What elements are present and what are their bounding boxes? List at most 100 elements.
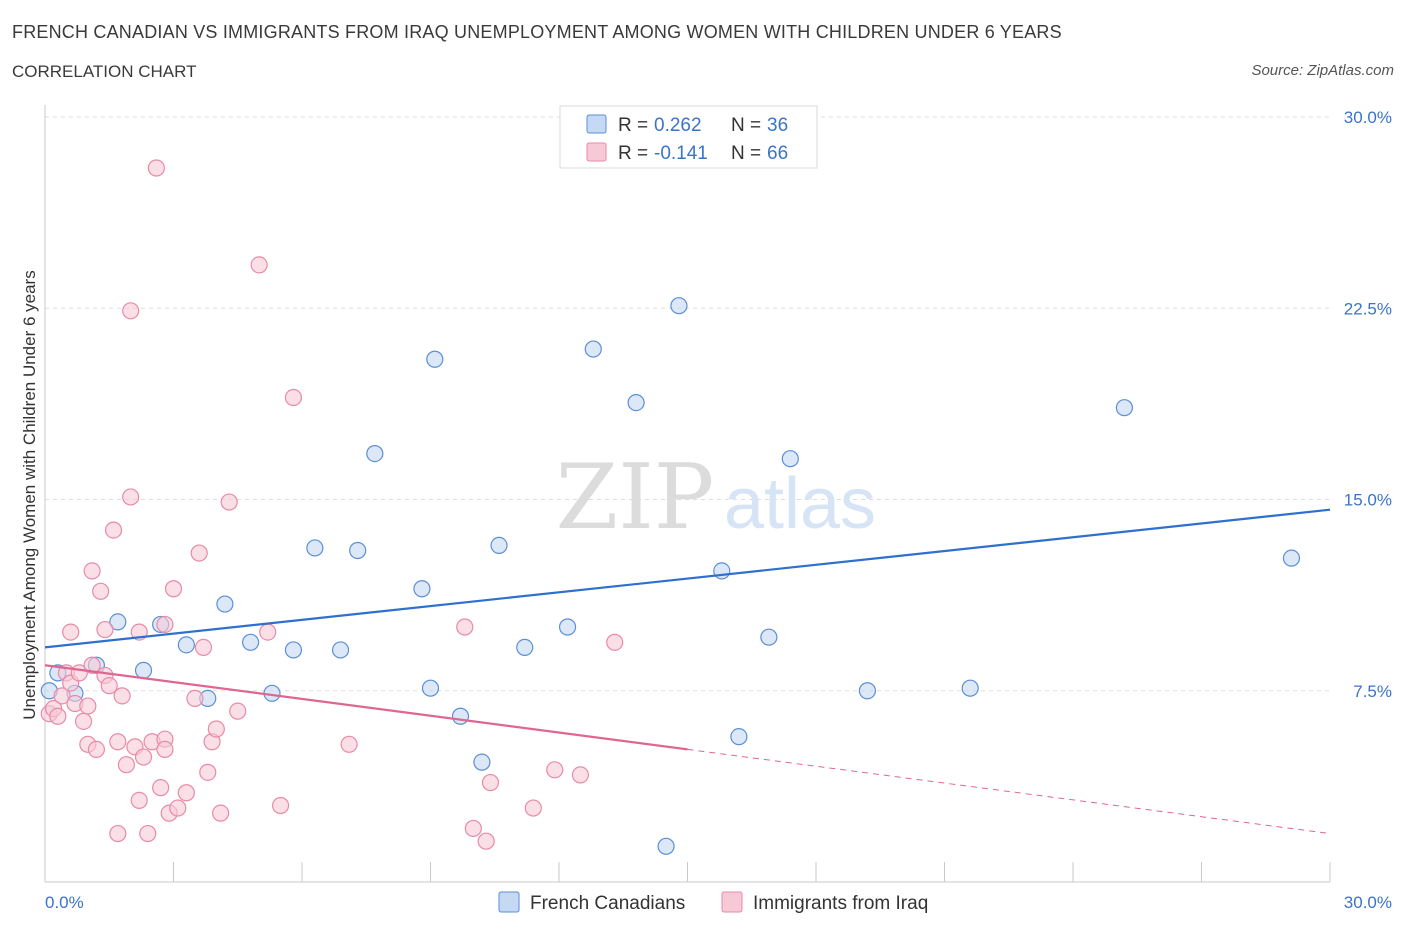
data-point bbox=[421, 679, 440, 697]
data-point bbox=[366, 445, 384, 463]
chart-title: FRENCH CANADIAN VS IMMIGRANTS FROM IRAQ … bbox=[12, 22, 1062, 42]
data-point bbox=[134, 748, 153, 766]
data-point bbox=[156, 740, 174, 759]
data-point bbox=[194, 638, 213, 657]
data-point bbox=[584, 340, 602, 358]
data-point bbox=[216, 595, 234, 613]
legend-label: French Canadians bbox=[530, 893, 685, 914]
data-point bbox=[349, 541, 367, 560]
data-point bbox=[961, 679, 979, 697]
data-point bbox=[87, 740, 106, 759]
x-tick-label: 0.0% bbox=[45, 893, 84, 912]
data-point bbox=[152, 779, 170, 797]
data-point bbox=[130, 791, 148, 810]
data-point bbox=[657, 837, 675, 855]
data-point bbox=[571, 766, 590, 784]
y-tick-label: 7.5% bbox=[1353, 682, 1392, 701]
data-point bbox=[760, 628, 778, 646]
data-point bbox=[109, 613, 127, 631]
data-point bbox=[546, 761, 564, 779]
legend-swatch bbox=[498, 891, 520, 913]
data-point bbox=[271, 796, 290, 815]
data-point bbox=[190, 544, 208, 562]
data-point bbox=[177, 636, 195, 654]
data-point bbox=[109, 733, 127, 751]
data-point bbox=[212, 804, 230, 822]
data-point bbox=[558, 618, 577, 636]
stats-n-label: N = bbox=[731, 115, 761, 136]
data-point bbox=[627, 394, 645, 412]
data-point bbox=[117, 756, 135, 774]
data-point bbox=[858, 682, 877, 700]
stats-r-value: 0.262 bbox=[654, 115, 702, 136]
data-point bbox=[139, 824, 157, 843]
data-point bbox=[730, 728, 748, 746]
data-point bbox=[156, 615, 174, 634]
data-point bbox=[606, 633, 624, 651]
stats-n-value: 66 bbox=[767, 143, 788, 164]
stats-r-label: R = bbox=[618, 143, 648, 164]
data-point bbox=[199, 763, 217, 781]
stats-legend-swatch bbox=[586, 142, 607, 162]
stats-r-label: R = bbox=[618, 115, 648, 136]
data-point bbox=[83, 562, 101, 580]
stats-n-label: N = bbox=[731, 143, 761, 164]
trend-line bbox=[687, 748, 1331, 835]
data-point bbox=[229, 702, 247, 720]
data-point bbox=[147, 159, 165, 177]
watermark-zip: ZIP bbox=[556, 445, 715, 550]
data-point bbox=[92, 582, 110, 600]
data-point bbox=[426, 350, 444, 368]
data-point bbox=[53, 687, 71, 705]
y-tick-label: 15.0% bbox=[1344, 491, 1392, 510]
stats-n-value: 36 bbox=[767, 115, 788, 136]
data-point bbox=[464, 819, 482, 838]
data-point bbox=[477, 832, 495, 850]
data-point bbox=[670, 297, 688, 315]
data-point bbox=[451, 707, 470, 725]
legend-swatch bbox=[721, 891, 743, 913]
data-point bbox=[113, 687, 131, 705]
stats-r-value: -0.141 bbox=[654, 143, 708, 164]
data-point bbox=[516, 638, 534, 657]
data-point bbox=[284, 388, 303, 407]
data-point bbox=[1282, 549, 1301, 567]
data-point bbox=[164, 580, 183, 598]
data-point bbox=[79, 697, 97, 715]
data-point bbox=[306, 539, 324, 557]
data-point bbox=[207, 720, 225, 738]
data-point bbox=[1115, 399, 1134, 417]
data-point bbox=[62, 623, 80, 641]
y-tick-label: 22.5% bbox=[1344, 299, 1392, 318]
data-point bbox=[96, 620, 114, 639]
data-point bbox=[186, 689, 204, 708]
data-point bbox=[242, 633, 260, 651]
data-point bbox=[340, 735, 358, 753]
data-point bbox=[781, 450, 799, 468]
source-label: Source: ZipAtlas.com bbox=[1251, 62, 1394, 79]
trend-line bbox=[44, 664, 688, 751]
data-point bbox=[74, 712, 93, 730]
x-tick-label: 30.0% bbox=[1344, 893, 1392, 912]
data-point bbox=[122, 488, 140, 506]
data-point bbox=[49, 707, 67, 725]
legend-label: Immigrants from Iraq bbox=[753, 893, 928, 914]
data-point bbox=[473, 753, 491, 771]
data-point bbox=[524, 799, 542, 817]
chart-subtitle: CORRELATION CHART bbox=[12, 62, 197, 81]
data-point bbox=[220, 493, 238, 511]
data-point bbox=[177, 784, 195, 802]
watermark-atlas: atlas bbox=[724, 464, 876, 544]
data-point bbox=[122, 302, 140, 320]
data-point bbox=[331, 641, 350, 659]
data-point bbox=[100, 677, 118, 695]
data-point bbox=[490, 536, 508, 555]
data-point bbox=[250, 256, 268, 274]
y-tick-label: 30.0% bbox=[1344, 108, 1392, 127]
data-point bbox=[413, 580, 431, 598]
stats-legend-swatch bbox=[586, 114, 607, 134]
data-point bbox=[104, 521, 123, 539]
data-point bbox=[259, 623, 277, 641]
trend-line bbox=[44, 508, 1331, 649]
